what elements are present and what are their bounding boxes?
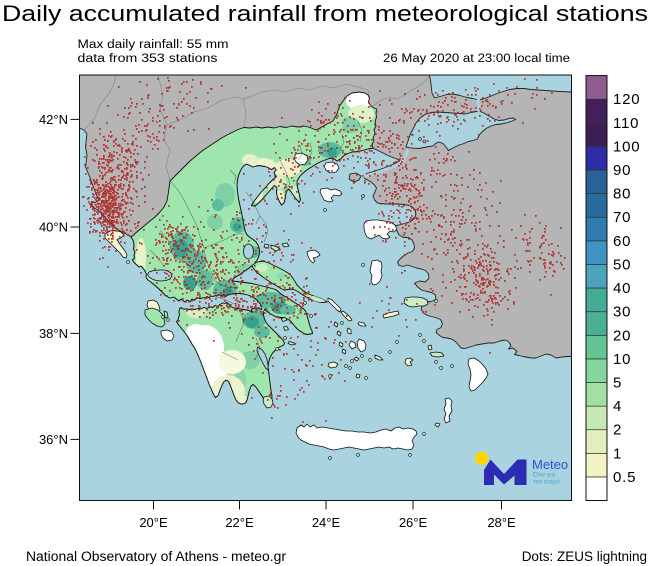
svg-text:26°E: 26°E: [399, 515, 428, 530]
svg-text:Max daily rainfall: 55 mm: Max daily rainfall: 55 mm: [78, 39, 229, 51]
svg-text:90: 90: [613, 162, 631, 179]
svg-text:100: 100: [613, 138, 640, 155]
svg-text:26 May 2020 at 23:00 local tim: 26 May 2020 at 23:00 local time: [383, 53, 570, 65]
svg-text:40: 40: [613, 280, 631, 297]
svg-text:70: 70: [613, 209, 631, 226]
svg-text:Dots: ZEUS lightning: Dots: ZEUS lightning: [522, 549, 647, 564]
svg-text:2: 2: [613, 422, 622, 439]
svg-text:22°E: 22°E: [225, 515, 254, 530]
svg-text:80: 80: [613, 186, 631, 203]
svg-text:Meteo: Meteo: [532, 457, 568, 472]
svg-text:4: 4: [613, 398, 622, 415]
svg-text:5: 5: [613, 375, 622, 392]
svg-text:Όλα για: Όλα για: [532, 472, 555, 479]
svg-text:data from 353 stations: data from 353 stations: [78, 53, 218, 65]
svg-text:38°N: 38°N: [39, 326, 68, 341]
svg-text:24°E: 24°E: [312, 515, 341, 530]
svg-text:20°E: 20°E: [139, 515, 168, 530]
svg-text:Daily accumulated rainfall fro: Daily accumulated rainfall from meteorol…: [2, 1, 648, 26]
svg-text:National Observatory of Athens: National Observatory of Athens - meteo.g…: [26, 549, 287, 564]
svg-text:120: 120: [613, 91, 640, 108]
svg-text:110: 110: [613, 115, 639, 132]
svg-text:0.5: 0.5: [613, 469, 636, 486]
svg-text:42°N: 42°N: [39, 112, 68, 127]
svg-text:50: 50: [613, 256, 631, 273]
svg-text:10: 10: [613, 351, 631, 368]
svg-text:60: 60: [613, 233, 631, 250]
svg-text:τον καιρό: τον καιρό: [533, 478, 560, 486]
svg-text:30: 30: [613, 304, 631, 321]
svg-text:36°N: 36°N: [39, 432, 68, 447]
svg-text:20: 20: [613, 327, 631, 344]
svg-text:28°E: 28°E: [487, 515, 516, 530]
svg-text:40°N: 40°N: [39, 220, 68, 235]
svg-text:1: 1: [613, 445, 622, 462]
